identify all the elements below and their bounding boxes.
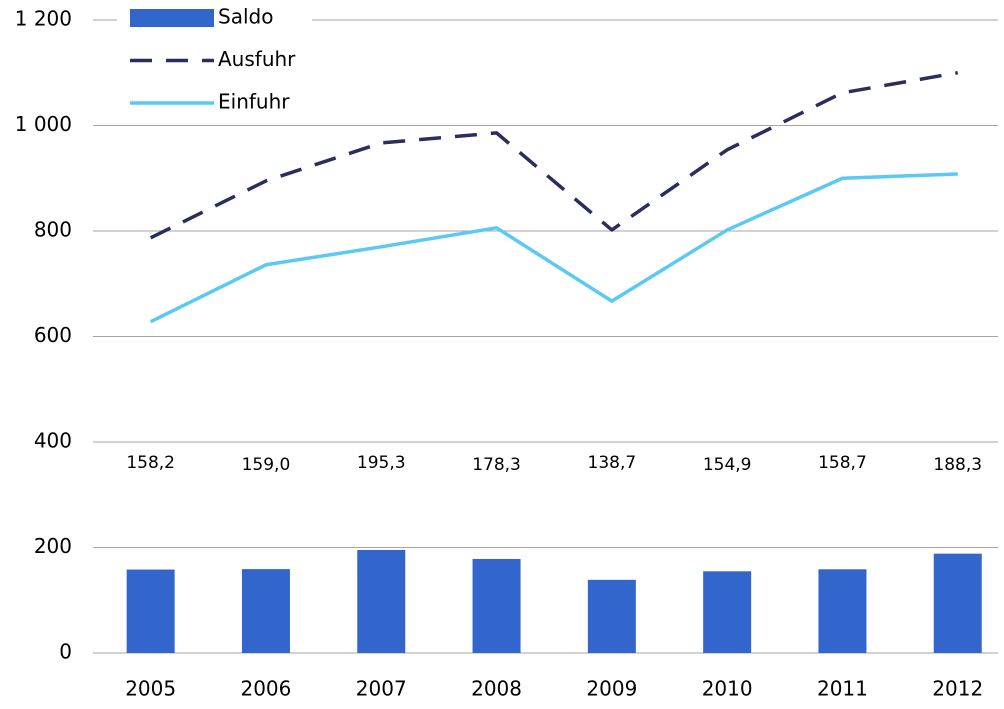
bar (703, 571, 752, 653)
x-tick-label: 2007 (356, 677, 407, 701)
y-tick-label: 200 (34, 534, 72, 558)
data-label: 178,3 (472, 455, 521, 475)
x-tick-label: 2009 (586, 677, 637, 701)
y-tick-label: 0 (59, 640, 72, 664)
data-label: 188,3 (933, 455, 982, 475)
bar (472, 558, 521, 653)
legend-swatch (130, 9, 214, 27)
legend-label: Einfuhr (218, 90, 290, 114)
y-tick-label: 600 (34, 323, 72, 347)
y-tick-label: 1 200 (15, 7, 72, 31)
legend-label: Ausfuhr (218, 47, 296, 71)
legend-label: Saldo (218, 5, 273, 29)
bar (357, 549, 406, 653)
data-label: 158,7 (818, 453, 867, 473)
data-label: 158,2 (126, 453, 175, 473)
data-label: 138,7 (588, 453, 637, 473)
bar (241, 569, 290, 653)
x-tick-label: 2010 (702, 677, 753, 701)
line-series (149, 172, 958, 324)
data-label: 154,9 (703, 455, 752, 475)
x-tick-label: 2005 (125, 677, 176, 701)
data-label: 159,0 (242, 455, 291, 475)
bar (933, 553, 982, 653)
x-tick-label: 2008 (471, 677, 522, 701)
bar (126, 569, 175, 653)
y-tick-label: 1 000 (15, 112, 72, 136)
y-tick-label: 400 (34, 429, 72, 453)
data-label: 195,3 (357, 453, 406, 473)
bar (587, 579, 636, 653)
y-tick-label: 800 (34, 218, 72, 242)
bar (818, 569, 867, 653)
x-tick-label: 2006 (240, 677, 291, 701)
x-tick-label: 2012 (932, 677, 983, 701)
line-series (149, 71, 959, 240)
x-tick-label: 2011 (817, 677, 868, 701)
